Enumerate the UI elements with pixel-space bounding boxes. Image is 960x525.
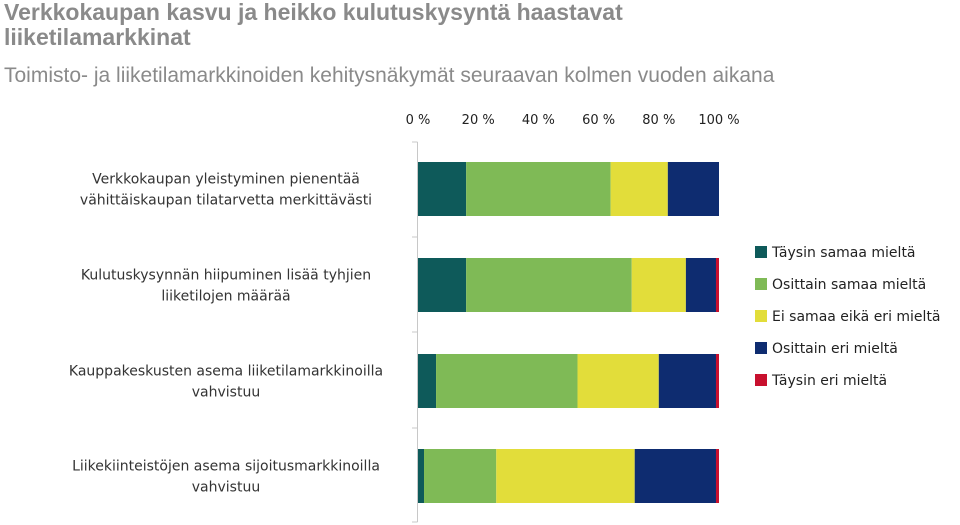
bar-segment [634,449,716,503]
legend-swatch [755,310,767,322]
category-labels: Verkkokaupan yleistyminen pienentää vähit… [69,172,383,496]
bar-segment [685,258,716,312]
legend-label: Osittain eri mieltä [772,341,898,357]
x-tick-label: 80 % [642,113,675,128]
bar-segment [418,258,467,312]
x-tick-label: 40 % [522,113,555,128]
bar-segment [418,449,425,503]
x-tick-label: 0 % [406,113,431,128]
category-label: Liikekiinteistöjen asema sijoitusmarkkin… [72,459,380,496]
bar-segment [466,162,611,216]
legend-swatch [755,374,767,386]
bar-segment [424,449,497,503]
chart-axis: 0 % 20 % 40 % 60 % 80 % 100 % [406,113,740,523]
legend-label: Täysin samaa mieltä [771,245,916,261]
bar-segment [658,354,716,408]
bar-segment [631,258,686,312]
bar-segment [667,162,719,216]
legend-label: Osittain samaa mieltä [772,277,926,293]
category-label: Kauppakeskusten asema liiketilamarkkinoi… [69,364,383,401]
bar-segment [418,162,467,216]
bar-segment [436,354,578,408]
bar-segment [610,162,668,216]
x-tick-label: 100 % [698,113,739,128]
bar-segment [715,258,719,312]
bar-segment [715,354,719,408]
chart-subtitle: Toimisto- ja liiketilamarkkinoiden kehit… [4,64,775,87]
bar-segment [577,354,659,408]
bar-segment [715,449,719,503]
legend-label: Ei samaa eikä eri mieltä [772,309,941,325]
chart-legend: Täysin samaa mieltä Osittain samaa mieltä… [755,245,941,389]
category-label: Verkkokaupan yleistyminen pienentää vähit… [80,172,372,209]
bar-segment [466,258,632,312]
x-tick-label: 60 % [582,113,615,128]
category-label: Kulutuskysynnän hiipuminen lisää tyhjien… [81,268,371,305]
legend-label: Täysin eri mieltä [771,373,887,389]
chart-bars [418,162,719,503]
bar-segment [418,354,437,408]
x-tick-label: 20 % [462,113,495,128]
bar-segment [496,449,635,503]
legend-swatch [755,278,767,290]
legend-swatch [755,246,767,258]
chart-title: Verkkokaupan kasvu ja heikko kulutuskysy… [4,0,623,50]
legend-swatch [755,342,767,354]
